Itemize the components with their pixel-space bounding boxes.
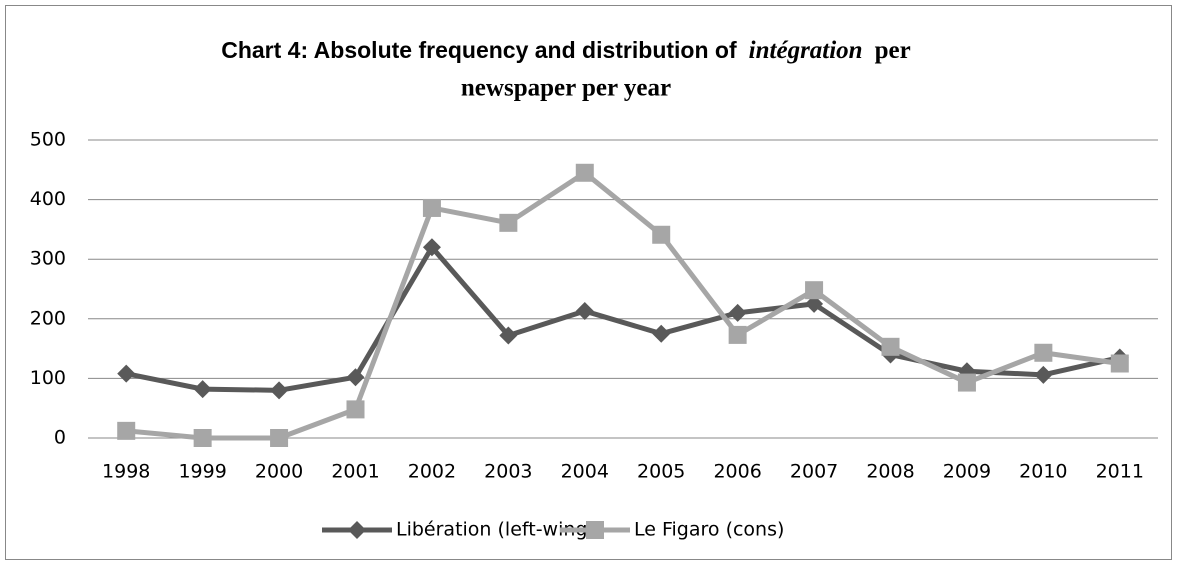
point <box>1034 365 1053 384</box>
x-tick-label: 2006 <box>713 461 761 483</box>
title-part: Chart 4: Absolute frequency and distribu… <box>221 37 737 63</box>
legend-label: Libération (left-wing) <box>396 519 595 541</box>
title-part: per <box>875 37 911 64</box>
point <box>728 303 747 322</box>
point <box>499 326 518 345</box>
title-part: intégration <box>749 37 863 64</box>
x-tick-label: 2010 <box>1019 461 1067 483</box>
point <box>422 198 441 217</box>
point <box>193 429 212 447</box>
point <box>881 337 900 356</box>
point <box>346 368 365 387</box>
x-tick-label: 2002 <box>408 461 456 483</box>
point <box>728 325 747 344</box>
chart-title: Chart 4: Absolute frequency and distribu… <box>221 37 911 64</box>
x-tick-label: 1999 <box>178 461 226 483</box>
point <box>499 213 518 232</box>
x-tick-label: 2009 <box>943 461 991 483</box>
point <box>422 238 441 257</box>
legend-label: Le Figaro (cons) <box>634 519 784 541</box>
y-tick-label: 400 <box>30 188 66 210</box>
point <box>270 381 289 400</box>
x-tick-label: 2011 <box>1096 461 1144 483</box>
point <box>270 429 289 447</box>
point <box>1034 343 1053 362</box>
x-tick-label: 2005 <box>637 461 685 483</box>
point <box>652 324 671 343</box>
chart-title: newspaper per year <box>461 75 671 102</box>
y-tick-label: 0 <box>54 427 66 449</box>
point <box>805 294 824 313</box>
point <box>117 364 136 383</box>
y-tick-label: 200 <box>30 307 66 329</box>
x-tick-label: 2004 <box>561 461 609 483</box>
point <box>117 421 136 440</box>
point <box>1110 354 1129 373</box>
point <box>957 373 976 392</box>
chart-border <box>5 5 1172 560</box>
y-tick-label: 500 <box>30 129 66 151</box>
x-tick-label: 1998 <box>102 461 150 483</box>
x-tick-label: 2008 <box>866 461 914 483</box>
x-tick-label: 2007 <box>790 461 838 483</box>
legend-marker <box>586 521 604 539</box>
point <box>193 380 212 399</box>
x-tick-label: 2000 <box>255 461 303 483</box>
x-tick-label: 2001 <box>331 461 379 483</box>
point <box>575 302 594 321</box>
line <box>125 244 1121 393</box>
point <box>346 400 365 419</box>
point <box>805 281 824 300</box>
y-tick-label: 300 <box>30 248 66 270</box>
point <box>652 225 671 244</box>
line <box>125 170 1121 441</box>
point <box>575 163 594 182</box>
x-tick-label: 2003 <box>484 461 532 483</box>
legend-marker <box>348 521 366 539</box>
y-tick-label: 100 <box>30 367 66 389</box>
